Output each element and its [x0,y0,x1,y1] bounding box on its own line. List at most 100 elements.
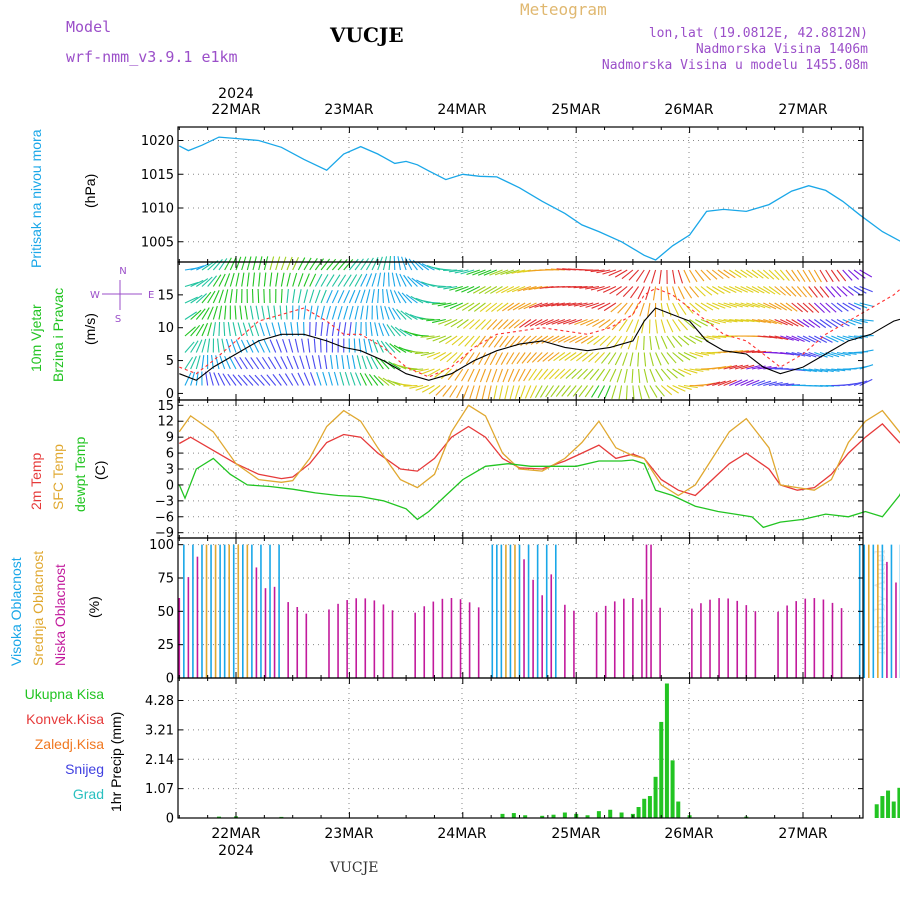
wind-barb [517,285,532,292]
wind-barb [628,269,639,281]
wind-barb [395,273,401,287]
wind-barb [452,352,464,364]
wind-barb [212,322,216,337]
wind-barb [498,385,504,400]
wind-barb [401,256,407,271]
wind-barb [331,305,337,320]
wind-barb [224,305,227,320]
wind-barb [785,286,797,297]
wind-barb [562,302,577,307]
wind-barb [530,335,543,345]
wind-barb [541,335,554,344]
wind-barb [259,322,265,337]
wind-barb [195,293,208,304]
wind-barb [218,321,221,337]
wind-barb [458,335,469,347]
wind-barb [579,302,594,308]
wind-barb [331,322,336,337]
wind-barb [586,319,600,327]
wind-barb [683,319,695,330]
wind-barb [539,302,554,308]
wind-barb [415,384,429,391]
wind-barb [333,371,339,386]
wind-barb [597,302,611,310]
pressure-line [179,136,900,261]
wind-barb [610,302,622,313]
wind-barb [314,305,319,320]
wind-barb [757,318,772,324]
wind-barb [785,319,799,327]
wind-barb [343,258,354,271]
wind-barb [299,355,305,370]
wind-barb [594,352,605,363]
wind-barb [666,385,679,394]
wind-gust-line [179,287,900,378]
wind-barb [217,338,220,353]
x-label-bottom: 27MAR [778,826,827,842]
wind-barb [630,286,640,299]
wind-barb [389,343,401,353]
wind-barb [643,269,651,283]
wind-barb [518,302,532,310]
wind-barb [563,335,577,343]
wind-barb [491,302,503,312]
wind-barb [763,335,778,339]
wind-barb [607,352,617,365]
wind-barb [242,322,248,337]
wind-barb [706,302,720,310]
wind-barb [768,269,780,281]
wind-barb [251,339,260,353]
wind-barb [269,339,277,353]
wind-barb [717,269,730,279]
wind-barb [660,385,673,396]
y-tick-label: 10 [157,321,174,336]
wind-barb [831,351,846,357]
wind-barb [836,286,848,297]
wind-barb [529,385,538,399]
wind-barb [836,335,851,342]
wind-barb [666,352,677,364]
wind-barb [602,286,617,293]
wind-barb [611,319,622,331]
wind-barb [712,335,727,339]
wind-barb [848,286,861,295]
wind-barb [389,289,396,304]
wind-barb [606,335,617,347]
wind-barb [791,302,803,313]
wind-barb [461,302,475,311]
wind-barb [360,305,364,320]
wind-barb [371,257,379,271]
wind-barb [463,319,475,329]
wind-barb [757,286,771,295]
wind-barb [487,385,492,400]
wind-barb [479,368,486,383]
wind-barb [420,318,435,321]
wind-barb [677,302,687,315]
wind-barb [660,335,668,349]
wind-barb [802,302,814,313]
wind-barb [672,269,676,284]
wind-barb [485,302,498,313]
wind-barb [853,380,868,387]
wind-barb [320,305,325,320]
wind-barb [500,352,509,365]
wind-barb [695,319,708,327]
wind-barb [382,288,384,304]
wind-barb [248,374,260,386]
wind-barb [435,385,447,396]
wind-barb [356,355,362,370]
wind-barb [534,302,549,308]
wind-barb [297,289,302,304]
wind-barb [683,269,691,283]
wind-barb [439,352,452,362]
wind-barb [638,368,641,383]
wind-barb [286,256,293,271]
wind-barb [421,263,435,271]
wind-barb [604,385,611,399]
wind-barb [364,373,373,386]
wind-barb [593,335,605,346]
wind-barb [484,286,498,295]
wind-barb [476,335,486,348]
wind-barb [543,368,554,380]
wind-barb [266,374,277,386]
